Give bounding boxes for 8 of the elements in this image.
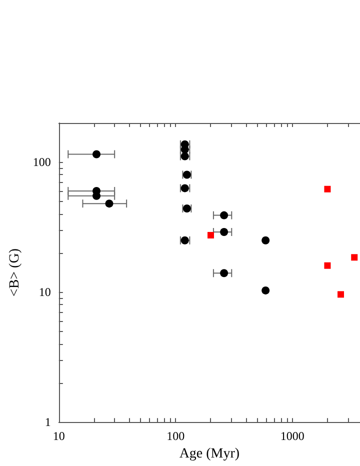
y-tick-label: 100 bbox=[32, 155, 51, 170]
y-tick-label: 10 bbox=[38, 285, 51, 300]
x-tick-label: 10 bbox=[52, 429, 65, 444]
x-axis-title: Age (Myr) bbox=[179, 446, 240, 462]
x-tick-label: 100 bbox=[166, 429, 185, 444]
x-tick-label: 1000 bbox=[280, 429, 304, 444]
y-axis-title: <B> (G) bbox=[8, 248, 22, 297]
y-tick-label: 1 bbox=[44, 415, 51, 430]
